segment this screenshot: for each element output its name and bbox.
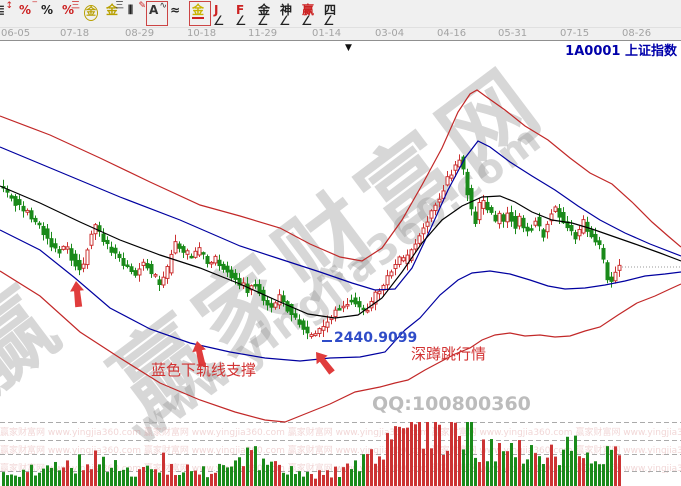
date-tick-03-04: 03-04 [375,28,405,39]
gold-coin-icon-glyph: 金 [84,5,98,21]
blue-upper-band-line [0,140,681,291]
toolbar: ≣ ↕% ‾%% 三金金三 ⫴ ✎ A ∿ ≈ 金 J ∠ F ∠ 金 ∠ 神 ∠ 赢 ∠ 四 ∠ [0,0,681,28]
brush-icon-accent: ✎ [138,1,146,11]
gold-angle-icon-angle-mark: ∠ [257,14,269,29]
percent-flag-icon-accent: ‾ [32,1,38,11]
f-angle-icon-glyph: F [236,3,245,17]
support-arrow-icon-2 [192,341,206,368]
f-angle-icon-angle-mark: ∠ [235,14,247,29]
date-tick-07-18: 07-18 [60,28,90,39]
j-angle-icon-angle-mark: ∠ [213,14,225,29]
symbol-label: 1A0001 上证指数 [565,44,677,59]
chart-marker-triangle-icon: ▼ [345,43,352,53]
wave-channel-icon-accent: ∿ [159,1,167,11]
percent-flag-icon-glyph: % [19,3,32,17]
date-tick-08-26: 08-26 [622,28,652,39]
support-arrow-icon-3 [316,352,335,375]
j-angle-icon-glyph: J [214,3,219,17]
si-angle-icon-angle-mark: ∠ [323,14,335,29]
ying-angle-icon-glyph: 赢 [302,3,315,17]
f-angle-icon[interactable]: F ∠ [234,2,254,29]
brush-icon[interactable]: ⫴ ✎ [126,2,146,25]
gold-underline-icon[interactable]: 金 [189,1,211,26]
ruler-tool-icon[interactable]: ≣ ↕ [0,2,13,25]
percent-lines-icon-accent: 三 [70,1,80,11]
gold-angle-icon[interactable]: 金 ∠ [256,2,276,29]
red-upper-band-line [0,89,681,262]
ying-angle-icon[interactable]: 赢 ∠ [300,2,320,29]
date-tick-04-16: 04-16 [437,28,467,39]
date-tick-06-05: 06-05 [1,28,31,39]
wave-channel-icon[interactable]: A ∿ [146,1,168,26]
date-axis: 06-05 07-18 08-29 10-18 11-29 01-14 03-04 04-16… [0,27,681,40]
brush-icon-glyph: ⫴ [128,3,134,17]
watermark-tile-row: 赢家财富网 www.yingjia360.com 赢家财富网 www.yingj… [0,446,681,455]
date-tick-08-29: 08-29 [125,28,155,39]
percent-lines-icon[interactable]: % 三 [60,2,80,25]
percent-icon-glyph: % [41,3,54,17]
volume-gridlines [0,422,681,472]
shen-angle-icon-angle-mark: ∠ [279,14,291,29]
market-annotation: 深蹲跳行情 [411,345,487,363]
support-arrow-icon-1 [70,281,85,308]
gold-lines-icon-accent: 三 [114,1,124,11]
percent-lines-icon-glyph: % [62,3,75,17]
volume-series [2,422,621,486]
shen-angle-icon-glyph: 神 [280,3,293,17]
support-annotation: 蓝色下轨线支撑 [151,361,257,379]
gold-lines-icon[interactable]: 金三 [104,2,124,25]
gold-angle-icon-glyph: 金 [258,3,271,17]
qq-contact-label: QQ:100800360 [372,393,531,415]
header-bar: ≣ ↕% ‾%% 三金金三 ⫴ ✎ A ∿ ≈ 金 J ∠ F ∠ 金 ∠ 神 ∠ 赢 ∠ 四 ∠ 06-05 07-18 0… [0,0,681,41]
blue-lower-band-line [0,229,681,362]
wave-channel-icon-glyph: A [149,3,159,17]
watermark-tile-row: 赢家财富网 www.yingjia360.com 赢家财富网 www.yingj… [0,464,681,473]
watermark-tile-row: 赢家财富网 www.yingjia360.com 赢家财富网 www.yingj… [0,428,681,437]
red-lower-band-line [0,270,681,423]
date-tick-11-29: 11-29 [248,28,278,39]
ruler-tool-icon-glyph: ≣ [0,3,6,17]
si-angle-icon-glyph: 四 [324,3,337,17]
mid-band-line [0,185,681,319]
percent-flag-icon[interactable]: % ‾ [17,2,37,25]
date-tick-07-15: 07-15 [560,28,590,39]
gold-coin-icon[interactable]: 金 [82,2,102,25]
gold-underline-icon-glyph: 金 [192,3,205,19]
shen-angle-icon[interactable]: 神 ∠ [278,2,298,29]
date-tick-05-31: 05-31 [498,28,528,39]
percent-icon[interactable]: % [39,2,59,25]
wave-icon-glyph: ≈ [170,3,181,17]
wave-icon[interactable]: ≈ [168,2,188,25]
gold-lines-icon-glyph: 金 [106,3,119,17]
si-angle-icon[interactable]: 四 ∠ [322,2,342,29]
date-tick-10-18: 10-18 [187,28,217,39]
candlestick-series [1,154,622,340]
date-tick-01-14: 01-14 [312,28,342,39]
price-annotation: 2440.9099 [334,330,418,346]
j-angle-icon[interactable]: J ∠ [212,2,232,29]
ying-angle-icon-angle-mark: ∠ [301,14,313,29]
ruler-tool-icon-accent: ↕ [5,1,13,11]
